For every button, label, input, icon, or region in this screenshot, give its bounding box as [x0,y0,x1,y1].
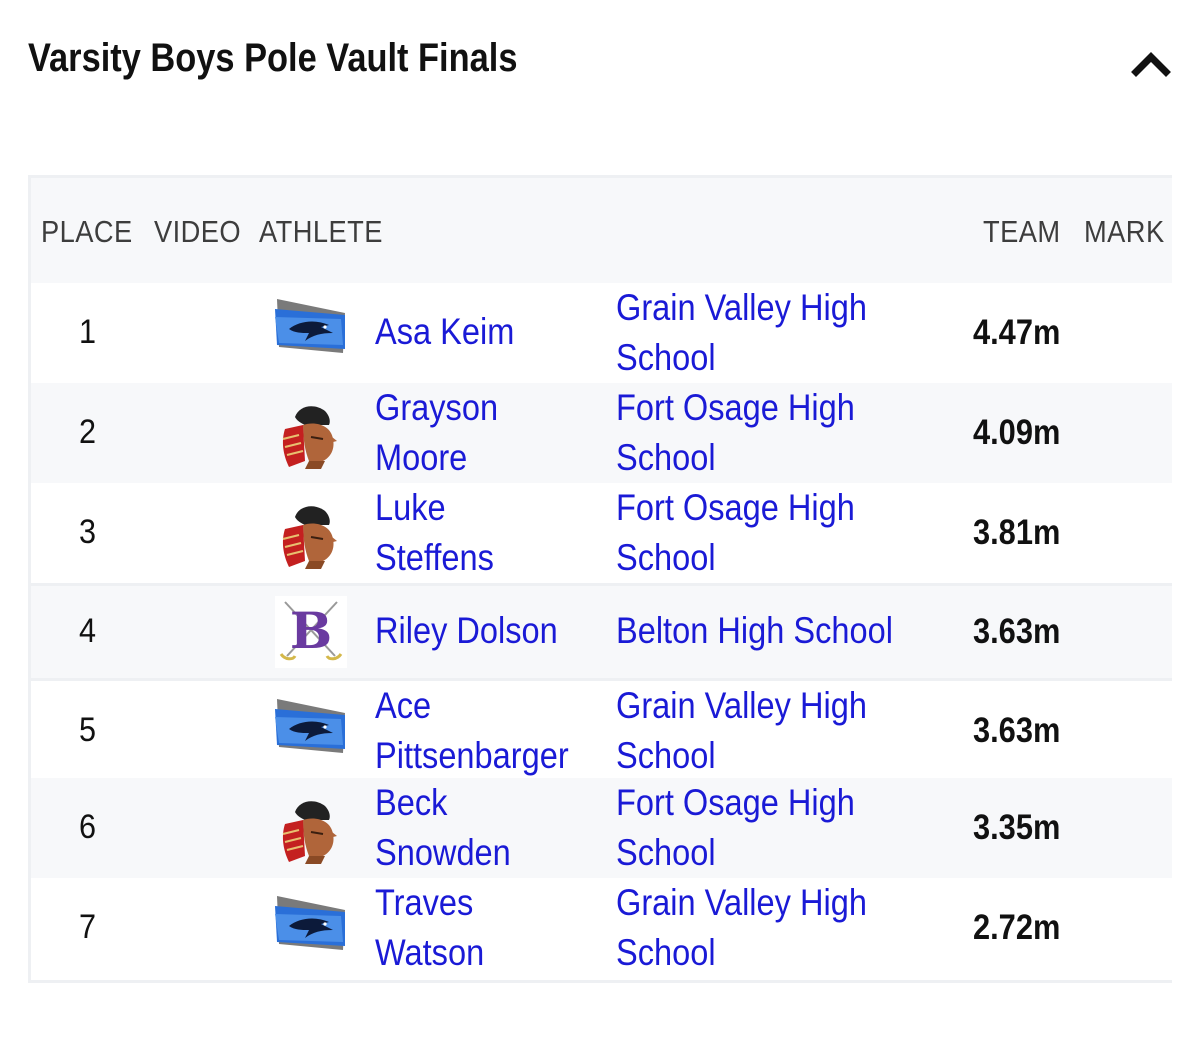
table-row: 7 Traves Watson Grain Valley High School… [31,878,1172,980]
column-header-mark[interactable]: MARK [1084,214,1165,249]
fort-osage-logo-icon [275,794,347,866]
team-link[interactable]: Grain Valley High School [616,283,898,383]
athlete-link[interactable]: Beck Snowden [375,778,573,878]
column-header-team[interactable]: TEAM [983,214,1061,249]
team-name-line: Grain Valley High [616,882,867,923]
team-link[interactable]: Fort Osage High School [616,483,898,583]
belton-logo-icon [275,596,347,668]
team-name-line: School [616,932,716,973]
grain-valley-logo-icon [275,697,347,769]
athlete-name-line: Traves [375,882,474,923]
event-header: Varsity Boys Pole Vault Finals [0,0,1200,130]
mark-cell: 3.35m [973,808,1061,847]
collapse-button[interactable] [1128,44,1174,84]
fort-osage-logo-icon [275,499,347,571]
team-name-line: Fort Osage High [616,387,855,428]
place-cell: 3 [79,513,97,551]
team-link[interactable]: Grain Valley High School [616,878,898,978]
athlete-name-line: Riley Dolson [375,610,558,651]
table-row: 2 Grayson Moore Fort Osage High School 4… [31,383,1172,483]
grain-valley-logo-icon [275,894,347,966]
mark-cell: 2.72m [973,908,1061,947]
athlete-link[interactable]: Ace Pittsenbarger [375,681,586,781]
athlete-name-line: Beck [375,782,448,823]
athlete-link[interactable]: Grayson Moore [375,383,573,483]
table-row: 3 Luke Steffens Fort Osage High School 3… [31,483,1172,583]
team-name-line: School [616,337,716,378]
table-header: PLACE VIDEO ATHLETE TEAM MARK [31,178,1172,283]
place-cell: 2 [79,413,97,451]
grain-valley-logo-icon [275,297,347,369]
athlete-name-line: Asa Keim [375,311,515,352]
column-header-video[interactable]: VIDEO [154,214,242,249]
athlete-name-line: Grayson [375,387,499,428]
team-name-line: School [616,437,716,478]
chevron-up-icon [1131,52,1171,77]
column-header-athlete[interactable]: ATHLETE [259,214,383,249]
place-cell: 4 [79,612,97,650]
team-name-line: Belton High School [616,610,893,651]
athlete-name-line: Moore [375,437,468,478]
results-table: PLACE VIDEO ATHLETE TEAM MARK 1 Asa Keim… [28,175,1172,983]
table-row: 4 Riley Dolson Belton High School 3.63m [31,583,1172,678]
athlete-name-line: Ace [375,685,432,726]
athlete-link[interactable]: Luke Steffens [375,483,573,583]
mark-cell: 3.63m [973,612,1061,651]
place-cell: 5 [79,711,97,749]
athlete-name-line: Snowden [375,832,511,873]
event-title: Varsity Boys Pole Vault Finals [28,36,518,80]
team-link[interactable]: Grain Valley High School [616,681,898,781]
table-row: 5 Ace Pittsenbarger Grain Valley High Sc… [31,678,1172,778]
athlete-link[interactable]: Riley Dolson [375,606,573,656]
team-link[interactable]: Fort Osage High School [616,778,898,878]
athlete-name-line: Luke [375,487,446,528]
team-name-line: Grain Valley High [616,287,867,328]
team-name-line: School [616,537,716,578]
place-cell: 1 [79,313,97,351]
mark-cell: 4.09m [973,413,1061,452]
team-name-line: Fort Osage High [616,782,855,823]
team-name-line: Grain Valley High [616,685,867,726]
mark-cell: 3.81m [973,513,1061,552]
table-row: 6 Beck Snowden Fort Osage High School 3.… [31,778,1172,878]
mark-cell: 4.47m [973,313,1061,352]
team-link[interactable]: Fort Osage High School [616,383,898,483]
place-cell: 7 [79,908,97,946]
place-cell: 6 [79,808,97,846]
table-row: 1 Asa Keim Grain Valley High School 4.47… [31,283,1172,383]
athlete-name-line: Steffens [375,537,494,578]
column-header-place[interactable]: PLACE [41,214,133,249]
team-name-line: School [616,735,716,776]
athlete-name-line: Pittsenbarger [375,735,569,776]
team-name-line: Fort Osage High [616,487,855,528]
team-name-line: School [616,832,716,873]
athlete-link[interactable]: Asa Keim [375,307,573,357]
athlete-name-line: Watson [375,932,485,973]
mark-cell: 3.63m [973,711,1061,750]
fort-osage-logo-icon [275,399,347,471]
athlete-link[interactable]: Traves Watson [375,878,573,978]
team-link[interactable]: Belton High School [616,606,898,656]
